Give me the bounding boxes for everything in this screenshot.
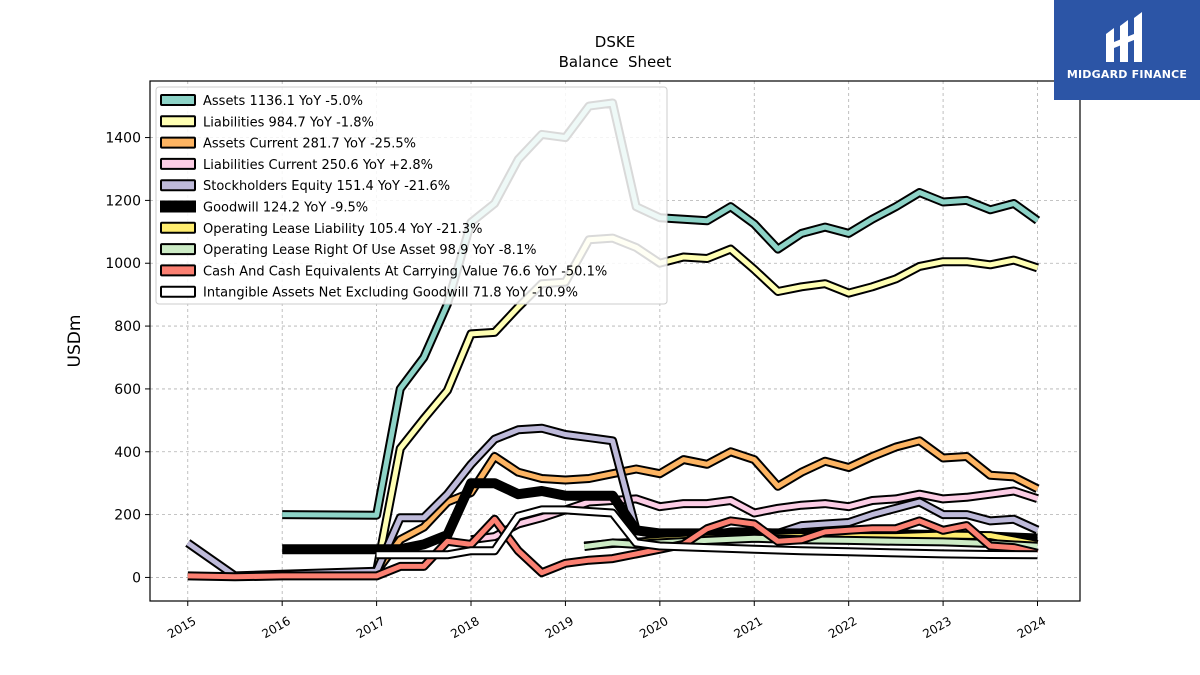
series-lines (185, 98, 1041, 582)
legend-entry: Operating Lease Right Of Use Asset 98.9 … (203, 243, 536, 258)
y-tick-label: 0 (132, 570, 141, 586)
legend-entry: Operating Lease Liability 105.4 YoY -21.… (203, 222, 482, 237)
series-line (374, 235, 1039, 572)
legend-entry: Assets 1136.1 YoY -5.0% (203, 94, 363, 109)
legend-swatch (160, 264, 196, 277)
legend-entry: Assets Current 281.7 YoY -25.5% (203, 137, 416, 152)
plot-frame (149, 80, 1081, 602)
legend-entry: Liabilities Current 250.6 YoY +2.8% (203, 158, 433, 173)
x-tick-label: 2015 (165, 614, 198, 641)
x-tick-label: 2019 (543, 614, 576, 641)
legend-swatch (160, 115, 196, 128)
legend-swatch (160, 136, 196, 149)
x-tick-label: 2021 (732, 614, 765, 641)
x-axis-ticks: 2015 2016 2017 2018 2019 2020 2021 2022 2023 2024 (165, 601, 1048, 641)
y-tick-label: 1200 (105, 193, 141, 209)
legend-box (155, 86, 668, 305)
x-tick-label: 2022 (826, 614, 859, 641)
legend-swatch (160, 179, 196, 192)
y-tick-label: 1000 (105, 256, 141, 272)
x-tick-label: 2024 (1015, 614, 1048, 641)
legend-entry: Cash And Cash Equivalents At Carrying Va… (203, 264, 607, 279)
x-tick-label: 2018 (448, 614, 481, 641)
y-tick-label: 400 (114, 445, 141, 461)
legend: Assets 1136.1 YoY -5.0% Liabilities 984.7… (155, 86, 668, 305)
x-tick-label: 2023 (920, 614, 953, 641)
x-tick-label: 2016 (259, 614, 292, 641)
legend-swatch (160, 243, 196, 256)
y-tick-label: 200 (114, 508, 141, 524)
y-axis-ticks: 0 200 400 600 800 1000 1200 1400 (105, 131, 150, 586)
legend-swatch-fill (160, 200, 196, 213)
legend-swatch (160, 157, 196, 170)
series-line (376, 507, 1038, 558)
series-line (374, 438, 1039, 573)
y-axis-label: USDm (65, 315, 85, 368)
legend-swatch (160, 285, 196, 298)
chart-subtitle: Balance Sheet (559, 53, 672, 71)
logo-text: MIDGARD FINANCE (1066, 68, 1188, 81)
legend-entry: Intangible Assets Net Excluding Goodwill… (203, 286, 578, 301)
midgard-logo-icon (1106, 12, 1142, 62)
legend-entry: Liabilities 984.7 YoY -1.8% (203, 115, 374, 130)
brand-logo: MIDGARD FINANCE (1054, 0, 1200, 100)
legend-entry: Stockholders Equity 151.4 YoY -21.6% (203, 179, 450, 194)
legend-swatch (160, 221, 196, 234)
y-tick-label: 800 (114, 319, 141, 335)
legend-swatch (160, 94, 196, 106)
x-tick-label: 2017 (354, 614, 387, 641)
y-tick-label: 600 (114, 382, 141, 398)
x-tick-label: 2020 (637, 614, 670, 641)
chart-title: DSKE (595, 33, 635, 51)
y-tick-label: 1400 (105, 131, 141, 147)
legend-entry: Goodwill 124.2 YoY -9.5% (203, 201, 368, 216)
